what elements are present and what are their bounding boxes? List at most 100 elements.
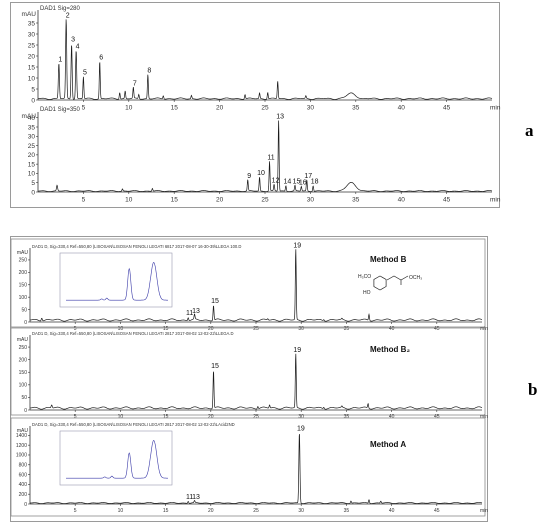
chart-3-y-tick-label: 150 [19,370,28,376]
chart-4-y-axis-label: mAU [17,428,29,434]
chart-3-border [10,327,486,416]
chart-2-peak-label: 11 [186,310,193,317]
chart-1-peak-label: 9 [247,173,251,180]
panel-b-label: b [528,380,538,399]
structure-hydroxyl-label: HO [363,290,371,296]
chart-3-trace [29,353,483,410]
chart-1-peak-label: 10 [257,170,265,177]
chart-3-x-axis-label: min [480,414,488,420]
chart-1-y-tick-label: 35 [28,124,36,131]
chart-0-x-tick-label: 35 [352,105,360,112]
chart-0-y-tick-label: 20 [28,53,36,60]
chart-1-peak-label: 13 [276,114,284,121]
chart-4-trace [30,434,483,504]
chart-2-y-tick-label: 200 [19,270,28,276]
chart-4-peak-label: 19 [297,425,305,432]
chart-2-x-tick-label: 25 [253,326,259,332]
structure-ester-label: OCH₃ [409,275,422,281]
chart-2-x-tick-label: 45 [434,326,440,332]
chart-4-x-tick-label: 10 [118,508,124,514]
chart-4-x-tick-label: 25 [253,508,259,514]
chart-4-y-tick-label: 1200 [16,443,27,449]
chart-0-y-tick-label: 25 [28,42,36,49]
method-a-inset-frame [59,430,173,486]
chart-2-peak-label: 13 [192,308,200,315]
method-b-inset-frame [59,252,173,308]
chart-2-peak-label: 15 [211,298,219,305]
chart-1-peak-label: 15 [293,179,301,186]
chart-2-trace [30,249,483,322]
chart-4-peak-label: 13 [192,494,200,501]
chart-3-header: DAD1 D, Sig=330,4 Ref=550,80 (LISOSAN\LI… [32,331,234,336]
chart-4-x-tick-label: 45 [434,508,440,514]
chart-0-peak-label: 7 [133,81,137,88]
chart-3-y-tick-label: 200 [19,357,28,363]
chart-0-x-tick-label: 5 [82,105,86,112]
chart-1-y-tick-label: 5 [31,180,35,187]
chart-0-trace [38,19,493,100]
chart-1-y-tick-label: 30 [28,134,36,141]
method-a-inset-trace [66,439,168,479]
chart-3-x-tick-label: 20 [208,414,214,420]
chart-2-x-tick-label: 10 [118,326,124,332]
chart-3-x-tick-label: 45 [434,414,440,420]
chart-0-y-tick-label: 35 [28,20,36,27]
chart-3-x-tick-label: 10 [118,414,124,420]
chart-1-x-tick-label: 35 [352,197,360,204]
chart-3-x-tick-label: 30 [298,414,304,420]
chart-0-peak-label: 6 [99,54,103,61]
chart-2-x-tick-label: 40 [389,326,395,332]
chart-1-x-tick-label: 15 [171,197,179,204]
chart-0-x-tick-label: 15 [171,105,179,112]
chart-3-y-tick-label: 0 [24,408,27,414]
chart-1-peak-label: 14 [283,179,291,186]
chart-4-y-tick-label: 200 [19,492,28,498]
chart-0-peak-label: 2 [66,12,70,19]
chart-2-y-tick-label: 50 [21,307,27,313]
chart-3-y-tick-label: 250 [19,345,28,351]
chart-2-y-tick-label: 150 [19,283,28,289]
chart-0-y-tick-label: 5 [31,86,35,93]
chart-4-x-tick-label: 15 [163,508,169,514]
chart-3-x-tick-label: 25 [253,414,259,420]
chart-4-header: DAD1 D, Sig=330,4 Ref=550,80 (LISOSAN\LI… [32,422,235,427]
chart-0-y-tick-label: 15 [28,64,36,71]
chart-3-y-tick-label: 50 [21,395,27,401]
chart-0-y-tick-label: 30 [28,31,36,38]
chart-4-x-tick-label: 20 [208,508,214,514]
chart-3-x-tick-label: 40 [389,414,395,420]
chart-2-y-axis-label: mAU [17,250,29,256]
chart-1-y-tick-label: 40 [28,115,36,122]
chart-1-header: DAD1 Sig=350 [40,107,81,113]
chart-4-y-tick-label: 800 [19,463,28,469]
chart-1-x-tick-label: 20 [216,197,224,204]
chart-0-y-tick-label: 0 [31,97,35,104]
chart-2-peak-label: 19 [293,242,301,249]
chart-0-peak-label: 1 [58,56,62,63]
chart-3-x-tick-label: 35 [344,414,350,420]
chart-0-peak-label: 4 [76,43,80,50]
chart-1-y-tick-label: 0 [31,189,35,196]
chart-0-x-tick-label: 10 [125,105,133,112]
chart-1-peak-label: 18 [311,179,319,186]
chart-0-x-tick-label: 25 [261,105,269,112]
chart-1-y-tick-label: 25 [28,143,36,150]
chart-4-x-tick-label: 30 [298,508,304,514]
chart-1-y-tick-label: 15 [28,161,36,168]
chart-3-method-label: Method B₂ [370,345,410,354]
chart-4-y-tick-label: 400 [19,482,28,488]
chart-4-x-tick-label: 35 [344,508,350,514]
chart-1-x-tick-label: 10 [125,197,133,204]
chart-0-peak-label: 5 [83,70,87,77]
chart-1-peak-label: 11 [267,154,274,161]
chart-2-x-tick-label: 35 [344,326,350,332]
chart-4-x-tick-label: 5 [74,508,77,514]
chart-4-y-tick-label: 0 [24,502,27,508]
chart-2-x-tick-label: 5 [74,326,77,332]
chart-2-y-tick-label: 0 [24,320,27,326]
chart-2-y-tick-label: 250 [19,258,28,264]
chart-4-method-label: Method A [370,440,406,449]
chart-0-y-axis-label: mAU [22,11,37,18]
chart-0-x-axis-label: min [490,105,501,112]
chart-0-peak-label: 8 [147,67,151,74]
